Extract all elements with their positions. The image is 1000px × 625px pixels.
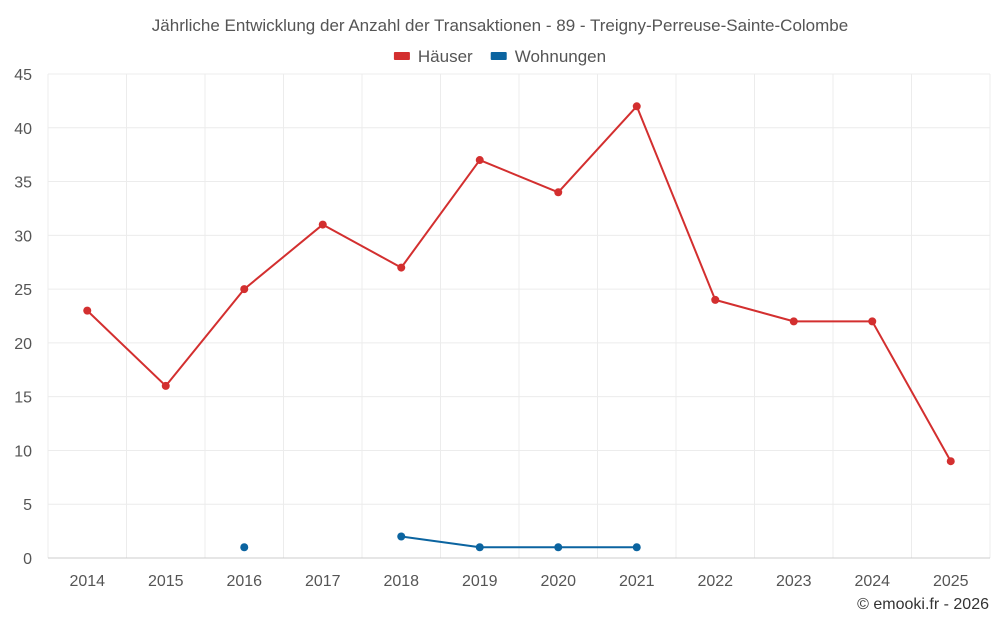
y-tick-label: 45 xyxy=(14,67,32,84)
data-point[interactable] xyxy=(789,317,798,326)
data-point[interactable] xyxy=(632,543,641,552)
legend-swatch xyxy=(490,52,507,60)
data-point[interactable] xyxy=(161,381,170,390)
data-point[interactable] xyxy=(318,220,327,229)
legend-swatch xyxy=(393,52,410,60)
x-axis: 2014 2015 2016 2017 2018 2019 2020 2021 2022 2023… xyxy=(48,557,990,590)
x-tick-label: 2019 xyxy=(462,573,498,590)
y-tick-label: 40 xyxy=(14,121,32,138)
x-tick-label: 2025 xyxy=(933,573,969,590)
legend: Häuser Wohnungen xyxy=(393,47,606,66)
y-axis: 0 5 10 15 20 25 30 35 40 45 xyxy=(14,67,32,568)
x-tick-label: 2015 xyxy=(148,573,184,590)
data-point[interactable] xyxy=(397,263,406,272)
y-tick-label: 30 xyxy=(14,228,32,245)
legend-label: Häuser xyxy=(418,47,473,66)
data-point[interactable] xyxy=(868,317,877,326)
y-tick-label: 10 xyxy=(14,443,32,460)
x-tick-label: 2022 xyxy=(697,573,733,590)
series-layer xyxy=(83,102,955,552)
x-tick-label: 2023 xyxy=(776,573,812,590)
y-tick-label: 20 xyxy=(14,336,32,353)
data-point[interactable] xyxy=(83,306,92,315)
series-0 xyxy=(83,102,955,466)
y-tick-label: 0 xyxy=(23,551,32,568)
data-point[interactable] xyxy=(240,285,249,294)
series-line xyxy=(86,105,952,463)
y-tick-label: 15 xyxy=(14,390,32,407)
data-point[interactable] xyxy=(475,156,484,165)
series-line xyxy=(400,535,638,549)
data-point[interactable] xyxy=(946,457,955,466)
data-point[interactable] xyxy=(240,543,249,552)
data-point[interactable] xyxy=(554,188,563,197)
x-tick-label: 2024 xyxy=(854,573,890,590)
x-tick-label: 2014 xyxy=(69,573,105,590)
data-point[interactable] xyxy=(475,543,484,552)
chart-title: Jährliche Entwicklung der Anzahl der Tra… xyxy=(152,16,848,35)
y-tick-label: 5 xyxy=(23,497,32,514)
x-tick-label: 2018 xyxy=(383,573,419,590)
grid xyxy=(47,73,991,558)
series-1 xyxy=(240,532,641,552)
credit-text: © emooki.fr - 2026 xyxy=(857,596,989,613)
y-tick-label: 35 xyxy=(14,175,32,192)
legend-label: Wohnungen xyxy=(515,47,606,66)
data-point[interactable] xyxy=(554,543,563,552)
data-point[interactable] xyxy=(711,295,720,304)
y-tick-label: 25 xyxy=(14,282,32,299)
x-tick-label: 2021 xyxy=(619,573,655,590)
data-point[interactable] xyxy=(397,532,406,541)
x-tick-label: 2020 xyxy=(540,573,576,590)
x-tick-label: 2017 xyxy=(305,573,341,590)
x-tick-label: 2016 xyxy=(226,573,262,590)
data-point[interactable] xyxy=(632,102,641,111)
